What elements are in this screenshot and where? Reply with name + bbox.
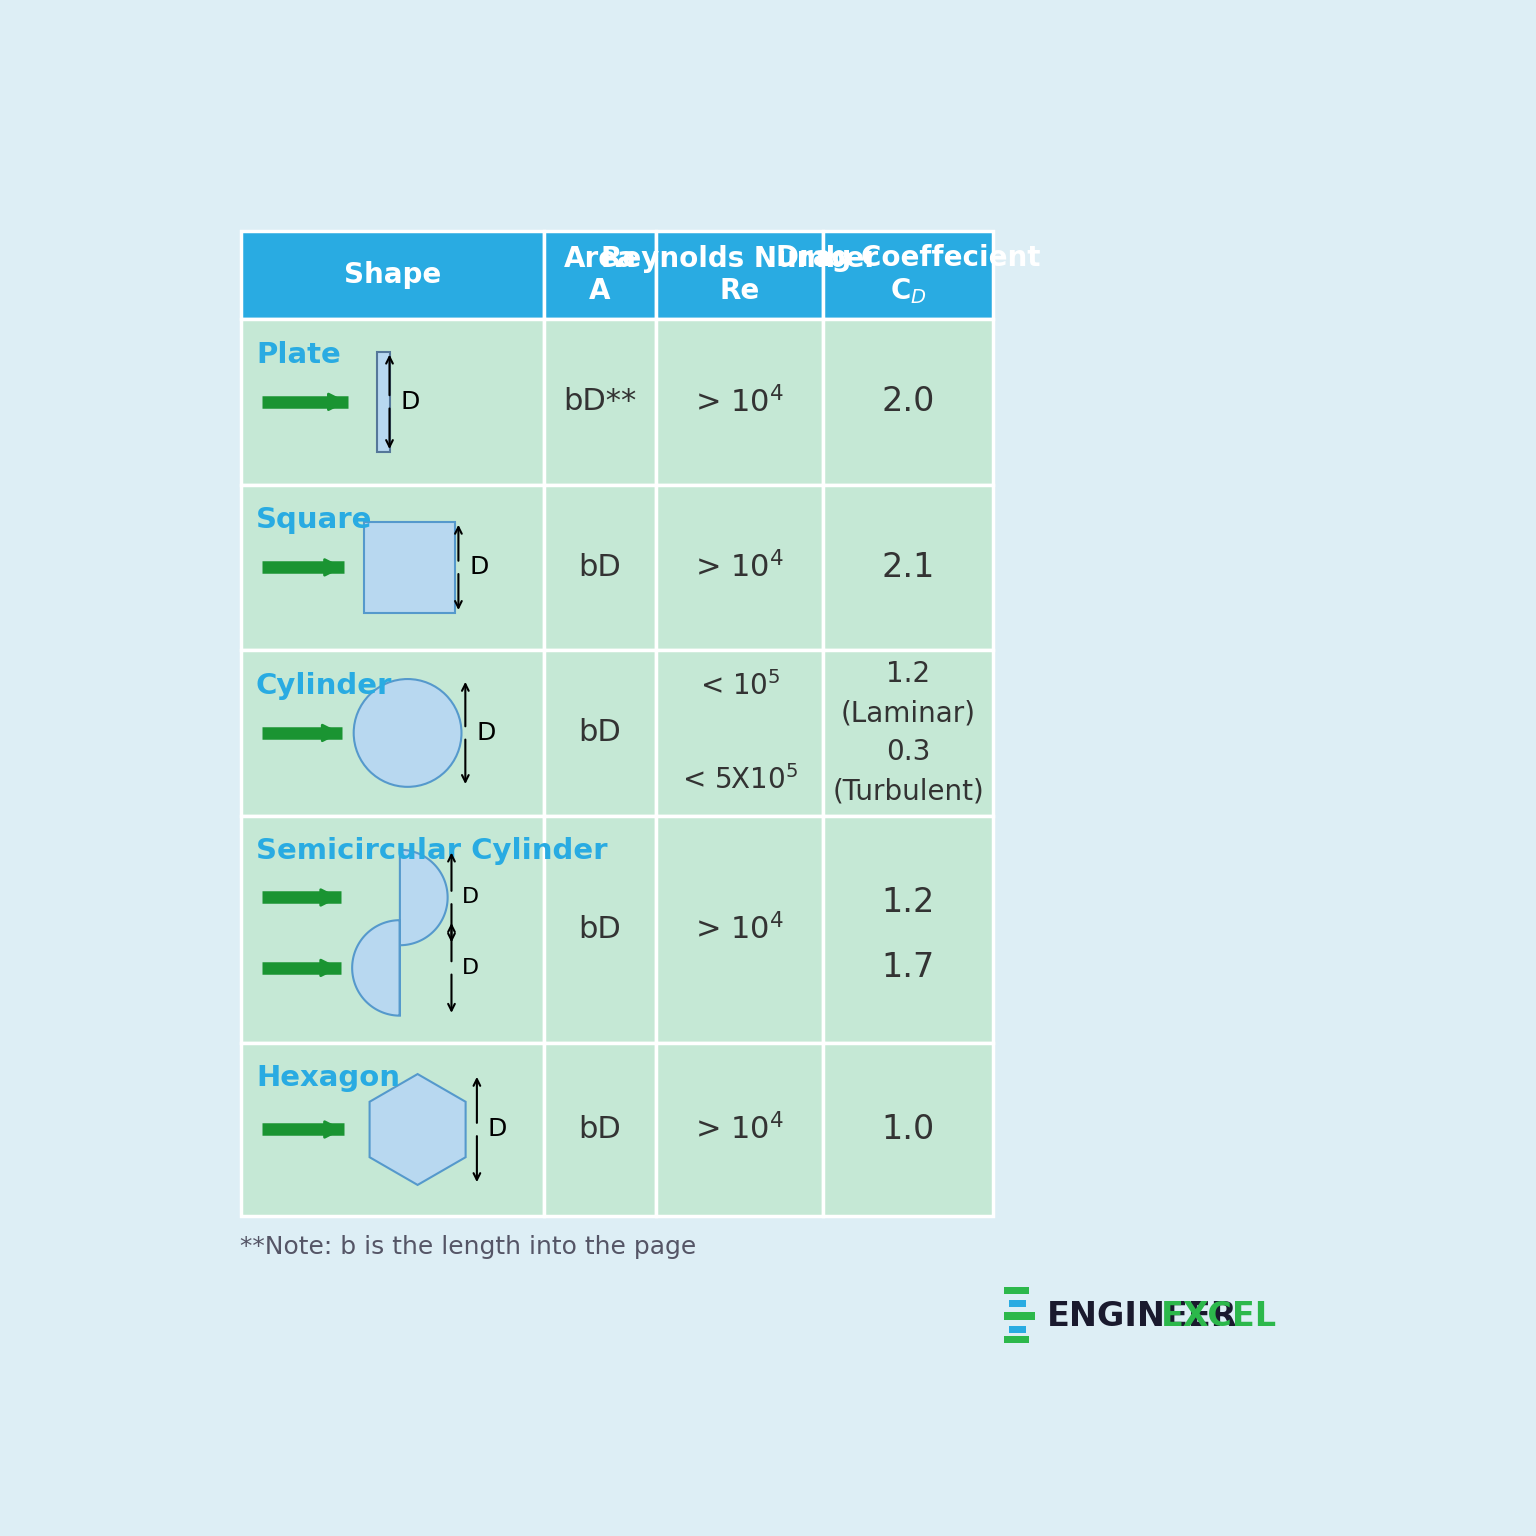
Bar: [241, 1043, 544, 1217]
Bar: [823, 485, 992, 650]
Text: > 10$^4$: > 10$^4$: [696, 1114, 785, 1146]
Text: Drag Coeffecient
C$_D$: Drag Coeffecient C$_D$: [776, 244, 1040, 306]
Text: bD: bD: [579, 915, 622, 943]
Bar: [544, 230, 656, 319]
Text: **Note: b is the length into the page: **Note: b is the length into the page: [241, 1235, 697, 1260]
Bar: [1009, 1299, 1026, 1307]
Bar: [1005, 1336, 1029, 1342]
Text: bD: bD: [579, 719, 622, 748]
Bar: [1005, 1312, 1035, 1321]
Text: > 10$^4$: > 10$^4$: [696, 912, 785, 946]
Text: D: D: [468, 556, 488, 579]
Polygon shape: [352, 920, 399, 1015]
Text: 2.0: 2.0: [882, 386, 935, 418]
Bar: [823, 319, 992, 485]
Text: bD: bD: [579, 553, 622, 582]
Bar: [544, 650, 656, 816]
Bar: [823, 816, 992, 1043]
Text: bD: bD: [579, 1115, 622, 1144]
Bar: [544, 485, 656, 650]
Text: Area
A: Area A: [564, 244, 636, 306]
Circle shape: [353, 679, 461, 786]
Bar: [823, 650, 992, 816]
Bar: [656, 1043, 823, 1217]
Text: Cylinder: Cylinder: [257, 671, 392, 700]
Bar: [544, 816, 656, 1043]
Text: < 10$^5$

< 5X10$^5$: < 10$^5$ < 5X10$^5$: [682, 671, 797, 796]
Polygon shape: [370, 1074, 465, 1184]
Text: D: D: [487, 1118, 507, 1141]
Text: Semicircular Cylinder: Semicircular Cylinder: [257, 837, 607, 865]
Bar: [1009, 1326, 1026, 1333]
Text: > 10$^4$: > 10$^4$: [696, 551, 785, 584]
Text: D: D: [462, 888, 479, 908]
Bar: [241, 230, 544, 319]
Bar: [376, 352, 390, 452]
Bar: [656, 230, 823, 319]
Text: EXCEL: EXCEL: [1161, 1299, 1276, 1333]
Bar: [241, 650, 544, 816]
Bar: [823, 1043, 992, 1217]
Text: 1.0: 1.0: [882, 1114, 935, 1146]
Polygon shape: [399, 849, 447, 945]
Text: > 10$^4$: > 10$^4$: [696, 386, 785, 418]
Text: Plate: Plate: [257, 341, 341, 369]
Text: D: D: [476, 720, 496, 745]
Text: 1.2: 1.2: [882, 886, 935, 919]
Text: 2.1: 2.1: [882, 551, 935, 584]
Bar: [656, 816, 823, 1043]
Bar: [1005, 1287, 1029, 1293]
Bar: [241, 319, 544, 485]
Bar: [364, 522, 455, 613]
Text: ENGINEER: ENGINEER: [1046, 1299, 1236, 1333]
Text: Shape: Shape: [344, 261, 441, 289]
Bar: [241, 816, 544, 1043]
Text: 1.2
(Laminar)
0.3
(Turbulent): 1.2 (Laminar) 0.3 (Turbulent): [833, 660, 985, 805]
Text: Square: Square: [257, 507, 372, 535]
Text: D: D: [462, 958, 479, 978]
Text: bD**: bD**: [564, 387, 637, 416]
Bar: [544, 1043, 656, 1217]
Bar: [241, 485, 544, 650]
Text: D: D: [401, 390, 419, 413]
Bar: [544, 319, 656, 485]
Text: 1.7: 1.7: [882, 951, 935, 985]
Text: Reynolds Number
Re: Reynolds Number Re: [601, 244, 879, 306]
Bar: [656, 650, 823, 816]
Bar: [823, 230, 992, 319]
Bar: [656, 485, 823, 650]
Text: Hexagon: Hexagon: [257, 1064, 399, 1092]
Bar: [656, 319, 823, 485]
